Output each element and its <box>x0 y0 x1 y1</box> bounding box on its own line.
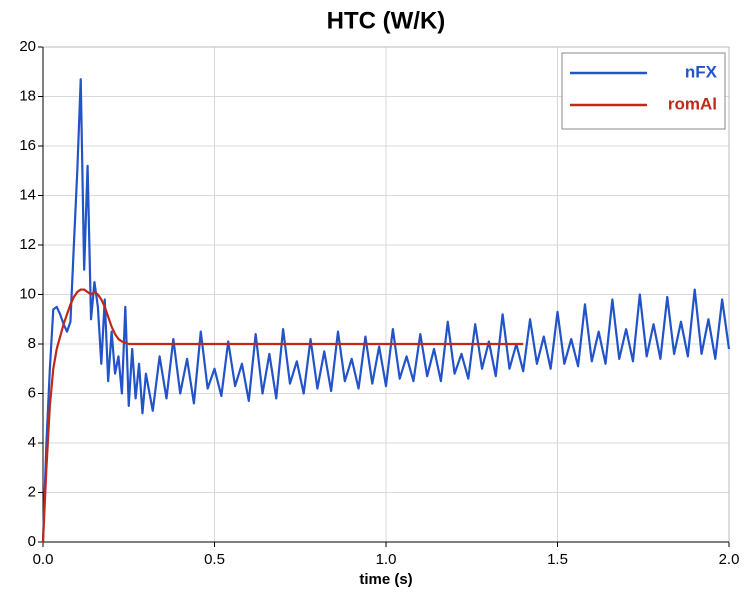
x-tick-label: 1.0 <box>376 551 397 568</box>
y-tick-label: 4 <box>28 434 36 451</box>
y-tick-label: 0 <box>28 533 36 550</box>
y-tick-label: 20 <box>19 38 36 55</box>
series-line <box>41 288 524 543</box>
y-tick-label: 6 <box>28 384 36 401</box>
y-tick-label: 10 <box>19 285 36 302</box>
x-axis-label: time (s) <box>359 571 412 588</box>
legend-label: romAl <box>668 94 717 113</box>
y-tick-label: 8 <box>28 335 36 352</box>
x-tick-label: 0.0 <box>33 551 54 568</box>
legend-box <box>561 52 726 130</box>
y-tick-label: 14 <box>19 186 36 203</box>
chart-title: HTC (W/K) <box>327 7 446 34</box>
series-line <box>41 78 731 543</box>
x-tick-label: 1.5 <box>547 551 568 568</box>
x-tick-label: 2.0 <box>719 551 740 568</box>
y-tick-label: 18 <box>19 87 36 104</box>
y-tick-label: 16 <box>19 137 36 154</box>
x-tick-label: 0.5 <box>204 551 225 568</box>
legend-label: nFX <box>685 62 718 81</box>
y-tick-label: 12 <box>19 236 36 253</box>
y-tick-label: 2 <box>28 483 36 500</box>
